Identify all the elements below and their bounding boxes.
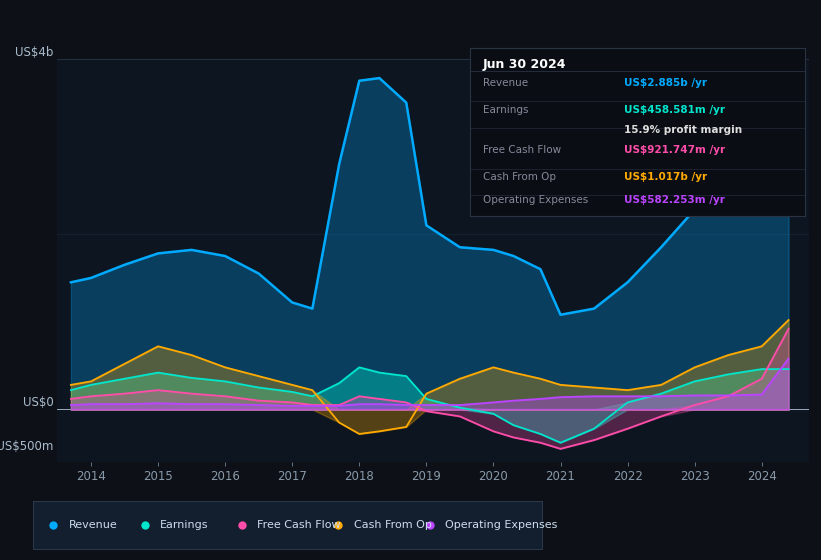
- Text: US$2.885b /yr: US$2.885b /yr: [624, 78, 707, 88]
- Text: Jun 30 2024: Jun 30 2024: [483, 58, 566, 71]
- Text: Earnings: Earnings: [160, 520, 209, 530]
- Text: US$458.581m /yr: US$458.581m /yr: [624, 105, 725, 115]
- Text: 15.9% profit margin: 15.9% profit margin: [624, 125, 742, 135]
- Text: US$0: US$0: [23, 396, 53, 409]
- Text: US$1.017b /yr: US$1.017b /yr: [624, 172, 707, 182]
- Text: Cash From Op: Cash From Op: [354, 520, 431, 530]
- Text: Operating Expenses: Operating Expenses: [483, 195, 589, 206]
- Text: US$921.747m /yr: US$921.747m /yr: [624, 145, 725, 155]
- Text: Operating Expenses: Operating Expenses: [445, 520, 557, 530]
- Text: US$582.253m /yr: US$582.253m /yr: [624, 195, 725, 206]
- Text: Cash From Op: Cash From Op: [483, 172, 556, 182]
- Text: Revenue: Revenue: [483, 78, 528, 88]
- Text: Revenue: Revenue: [68, 520, 117, 530]
- Text: US$4b: US$4b: [16, 46, 53, 59]
- Text: Free Cash Flow: Free Cash Flow: [483, 145, 561, 155]
- Text: Free Cash Flow: Free Cash Flow: [257, 520, 341, 530]
- Text: -US$500m: -US$500m: [0, 440, 53, 453]
- Text: Earnings: Earnings: [483, 105, 529, 115]
